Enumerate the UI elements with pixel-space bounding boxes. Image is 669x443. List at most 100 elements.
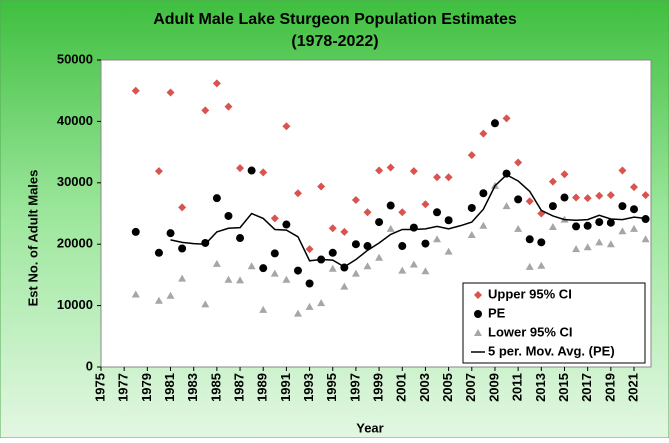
x-tick-label: 1989 <box>255 373 270 402</box>
pe-point <box>444 216 453 225</box>
legend-marker <box>474 291 482 299</box>
lower-ci-point <box>270 269 279 277</box>
y-tick-label: 50000 <box>57 51 93 66</box>
lower-ci-point <box>548 223 557 231</box>
x-tick-label: 1999 <box>371 373 386 402</box>
pe-point <box>293 266 302 275</box>
lower-ci-point <box>259 305 268 313</box>
pe-point <box>363 242 372 251</box>
x-tick-label: 2021 <box>625 373 640 402</box>
pe-point <box>490 119 499 128</box>
pe-point <box>548 202 557 211</box>
lower-ci-point <box>479 221 488 229</box>
upper-ci-point <box>444 173 453 182</box>
lower-ci-point <box>421 267 430 275</box>
pe-point <box>398 242 407 251</box>
x-tick-label: 1981 <box>162 373 177 402</box>
lower-ci-point <box>583 243 592 251</box>
lower-ci-point <box>409 260 418 268</box>
x-tick-label: 2003 <box>417 373 432 402</box>
lower-ci-point <box>525 262 534 270</box>
upper-ci-point <box>398 208 407 217</box>
upper-ci-point <box>409 167 418 176</box>
upper-ci-point <box>606 191 615 200</box>
upper-ci-point <box>131 86 140 95</box>
lower-ci-point <box>444 247 453 255</box>
lower-ci-point <box>595 238 604 246</box>
x-tick-label: 2001 <box>394 373 409 402</box>
pe-point <box>154 248 163 257</box>
legend-box <box>462 282 646 364</box>
lower-ci-point <box>212 259 221 267</box>
y-tick-label: 20000 <box>57 236 93 251</box>
chart-title: Adult Male Lake Sturgeon Population Esti… <box>153 11 517 28</box>
upper-ci-point <box>305 245 314 254</box>
pe-point <box>572 222 581 231</box>
pe-point <box>641 215 650 224</box>
lower-ci-point <box>514 224 523 232</box>
pe-point <box>630 205 639 214</box>
pe-point <box>479 189 488 198</box>
upper-ci-point <box>154 167 163 176</box>
legend-label: 5 per. Mov. Avg. (PE) <box>488 343 615 358</box>
upper-ci-point <box>479 129 488 138</box>
lower-ci-point <box>178 274 187 282</box>
upper-ci-point <box>525 197 534 206</box>
x-tick-label: 2007 <box>463 373 478 402</box>
pe-point <box>178 244 187 253</box>
upper-ci-point <box>386 163 395 172</box>
upper-ci-point <box>340 227 349 236</box>
legend-marker <box>474 329 482 336</box>
upper-ci-point <box>201 106 210 115</box>
pe-point <box>351 240 360 249</box>
x-tick-label: 1987 <box>231 373 246 402</box>
upper-ci-point <box>166 88 175 97</box>
lower-ci-point <box>340 282 349 290</box>
upper-ci-point <box>583 194 592 203</box>
lower-ci-point <box>375 253 384 261</box>
y-tick-label: 40000 <box>57 113 93 128</box>
pe-point <box>433 208 442 217</box>
legend-label: Upper 95% CI <box>488 286 572 301</box>
upper-ci-point <box>548 177 557 186</box>
y-tick-label: 30000 <box>57 174 93 189</box>
pe-point <box>282 220 291 229</box>
x-tick-label: 1991 <box>278 373 293 402</box>
y-tick-label: 10000 <box>57 297 93 312</box>
upper-ci-point <box>560 170 569 179</box>
upper-ci-point <box>351 195 360 204</box>
lower-ci-point <box>502 202 511 210</box>
upper-ci-point <box>282 122 291 131</box>
pe-point <box>224 211 233 220</box>
upper-ci-point <box>630 183 639 192</box>
lower-ci-point <box>154 296 163 304</box>
x-tick-label: 1997 <box>347 373 362 402</box>
pe-point <box>247 166 256 175</box>
pe-point <box>131 227 140 236</box>
upper-ci-point <box>317 182 326 191</box>
pe-point <box>618 202 627 211</box>
pe-point <box>409 223 418 232</box>
lower-ci-point <box>363 262 372 270</box>
pe-point <box>606 218 615 227</box>
x-tick-label: 1975 <box>92 373 107 402</box>
upper-ci-point <box>618 166 627 175</box>
pe-point <box>259 264 268 273</box>
lower-ci-point <box>467 230 476 238</box>
upper-ci-point <box>572 193 581 202</box>
lower-ci-point <box>247 262 256 270</box>
pe-point <box>236 234 245 243</box>
upper-ci-point <box>421 200 430 209</box>
x-tick-label: 1985 <box>208 373 223 402</box>
lower-ci-point <box>572 245 581 253</box>
pe-point <box>375 218 384 227</box>
y-tick-label: 0 <box>86 358 93 373</box>
legend-marker <box>474 310 482 318</box>
lower-ci-point <box>618 227 627 235</box>
legend-label: Lower 95% CI <box>488 324 573 339</box>
lower-ci-point <box>398 266 407 274</box>
upper-ci-point <box>595 191 604 200</box>
pe-point <box>305 279 314 288</box>
pe-point <box>212 194 221 203</box>
